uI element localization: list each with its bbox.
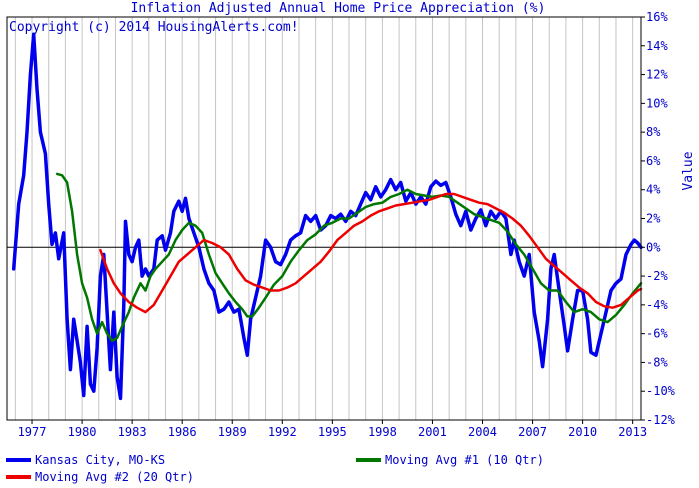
plot-frame <box>6 16 642 421</box>
copyright-annotation: Copyright (c) 2014 HousingAlerts.com! <box>9 20 299 35</box>
legend-label: Moving Avg #1 (10 Qtr) <box>385 453 544 467</box>
chart-title: Inflation Adjusted Annual Home Price App… <box>131 1 546 16</box>
y-tick-label: -2% <box>646 269 668 283</box>
series-line-1 <box>11 32 643 401</box>
y-axis-label: Value <box>681 151 696 190</box>
x-tick-label: 1980 <box>68 425 97 439</box>
y-tick-label: 10% <box>646 96 668 110</box>
series-line-2 <box>55 172 643 343</box>
x-tick-label: 2007 <box>518 425 547 439</box>
x-tick-label: 1986 <box>168 425 197 439</box>
y-axis-ticks: 16% 14% 12% 10% 8% 6% 4% 2% 0% -2% -4% -6% -8% -10% -1… <box>641 10 676 427</box>
x-tick-label: 1998 <box>368 425 397 439</box>
x-axis-ticks: 1977 1980 1983 1986 1989 1992 1995 1998 2001 2004… <box>18 420 647 439</box>
legend-label: Kansas City, MO-KS <box>35 453 165 467</box>
legend: Kansas City, MO-KS Moving Avg #1 (10 Qtr)… <box>6 453 544 484</box>
series-lines <box>11 32 643 401</box>
y-tick-label: -8% <box>646 355 668 369</box>
legend-label: Moving Avg #2 (20 Qtr) <box>35 470 194 484</box>
x-tick-label: 2001 <box>418 425 447 439</box>
y-tick-label: 16% <box>646 10 668 24</box>
y-tick-label: 6% <box>646 154 661 168</box>
series-line-3 <box>99 192 643 314</box>
y-tick-label: -12% <box>646 413 676 427</box>
y-tick-label: 2% <box>646 212 661 226</box>
x-tick-label: 2010 <box>568 425 597 439</box>
y-tick-label: 8% <box>646 125 661 139</box>
x-tick-label: 1977 <box>18 425 47 439</box>
y-tick-label: 14% <box>646 39 668 53</box>
x-tick-label: 1983 <box>118 425 147 439</box>
y-tick-label: -6% <box>646 327 668 341</box>
x-tick-label: 2013 <box>618 425 647 439</box>
x-tick-label: 2004 <box>468 425 497 439</box>
x-tick-label: 1989 <box>218 425 247 439</box>
x-tick-label: 1995 <box>318 425 347 439</box>
x-tick-label: 1992 <box>268 425 297 439</box>
vertical-grid <box>14 17 634 420</box>
y-tick-label: 12% <box>646 68 668 82</box>
y-tick-label: 0% <box>646 240 661 254</box>
y-tick-label: 4% <box>646 183 661 197</box>
y-tick-label: -10% <box>646 384 676 398</box>
y-tick-label: -4% <box>646 298 668 312</box>
